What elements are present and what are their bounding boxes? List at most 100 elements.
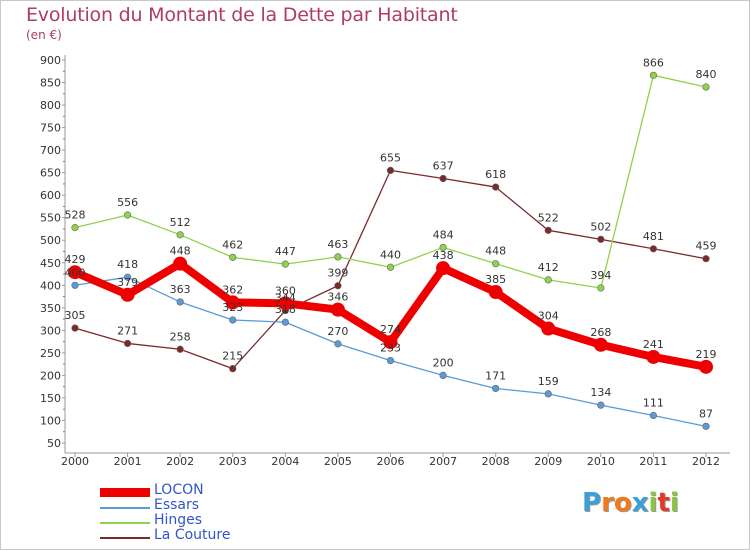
x-tick-label: 2008 <box>482 455 510 468</box>
data-point <box>334 282 342 290</box>
data-label: 502 <box>590 220 611 233</box>
y-tick-label: 250 <box>40 347 61 360</box>
x-tick-label: 2001 <box>114 455 142 468</box>
data-point <box>646 349 661 364</box>
logo-letter: r <box>601 488 614 518</box>
data-point <box>330 302 345 317</box>
data-point <box>597 284 605 292</box>
data-point <box>597 401 605 409</box>
legend-label-essars: Essars <box>154 497 200 513</box>
proxiti-logo: Proxiti <box>582 488 679 518</box>
y-tick-label: 550 <box>40 212 61 225</box>
data-point <box>597 235 605 243</box>
data-point <box>278 296 293 311</box>
data-label: 258 <box>170 330 191 343</box>
data-point <box>439 243 447 252</box>
legend-swatch-hinges <box>100 522 150 524</box>
y-tick-label: 150 <box>40 392 61 405</box>
data-label: 637 <box>433 160 454 173</box>
data-label: 362 <box>222 283 243 296</box>
data-label: 241 <box>643 338 664 351</box>
chart-unit-label: (en €) <box>26 28 62 42</box>
data-label: 512 <box>170 216 191 229</box>
data-label: 866 <box>643 56 664 69</box>
y-tick-label: 300 <box>40 324 61 337</box>
data-point <box>492 260 500 268</box>
data-point <box>439 174 447 183</box>
data-point <box>281 318 289 326</box>
data-point <box>492 183 500 191</box>
data-point <box>702 422 710 430</box>
data-point <box>436 261 451 276</box>
data-point <box>439 371 447 380</box>
data-label: 200 <box>433 356 454 369</box>
legend-swatch-locon <box>100 488 150 497</box>
data-point <box>229 253 237 261</box>
data-label: 400 <box>65 266 86 279</box>
data-label: 111 <box>643 397 664 410</box>
y-tick-label: 650 <box>40 167 61 180</box>
data-label: 412 <box>538 261 559 274</box>
data-label: 399 <box>327 267 348 280</box>
data-label: 87 <box>699 407 713 420</box>
data-point <box>488 285 503 300</box>
x-tick-label: 2003 <box>219 455 247 468</box>
data-label: 305 <box>65 309 86 322</box>
x-tick-label: 2002 <box>166 455 194 468</box>
data-point <box>229 365 237 373</box>
x-tick-label: 2011 <box>639 455 667 468</box>
y-tick-label: 200 <box>40 369 61 382</box>
data-point <box>176 231 184 239</box>
y-tick-label: 100 <box>40 414 61 427</box>
data-label: 344 <box>275 292 296 305</box>
data-point <box>544 226 552 234</box>
data-label: 268 <box>590 326 611 339</box>
data-point <box>386 263 395 271</box>
data-label: 394 <box>590 269 611 282</box>
y-tick-label: 900 <box>40 54 61 67</box>
data-label: 271 <box>117 324 138 337</box>
chart-title: Evolution du Montant de la Dette par Hab… <box>26 4 458 26</box>
data-point <box>123 211 132 219</box>
data-label: 655 <box>380 151 401 164</box>
data-label: 447 <box>275 245 296 258</box>
legend-label-hinges: Hinges <box>154 512 203 528</box>
data-label: 463 <box>327 238 348 251</box>
y-tick-label: 450 <box>40 257 61 270</box>
data-point <box>71 224 79 232</box>
data-point <box>176 298 184 306</box>
data-point <box>649 71 658 79</box>
x-tick-label: 2000 <box>61 455 89 468</box>
y-tick-label: 400 <box>40 279 61 292</box>
data-label: 484 <box>433 228 454 241</box>
data-label: 159 <box>538 375 559 388</box>
data-label: 528 <box>65 209 86 222</box>
logo-letter: i <box>669 488 679 518</box>
x-tick-label: 2006 <box>377 455 405 468</box>
data-point <box>492 384 500 393</box>
data-point <box>68 265 82 280</box>
data-point <box>173 256 188 271</box>
x-tick-label: 2004 <box>271 455 299 468</box>
data-point <box>176 345 184 353</box>
data-label: 346 <box>327 291 348 304</box>
data-label: 171 <box>485 369 506 382</box>
y-tick-label: 850 <box>40 77 61 90</box>
data-point <box>541 321 556 336</box>
data-point <box>123 273 132 281</box>
legend-swatch-la-couture <box>100 537 150 539</box>
data-label: 429 <box>65 253 86 266</box>
data-point <box>702 83 710 91</box>
data-label: 448 <box>485 245 506 258</box>
data-label: 459 <box>696 240 717 253</box>
data-point <box>649 245 658 253</box>
logo-letter: i <box>648 488 658 518</box>
legend-label-locon: LOCON <box>154 482 204 498</box>
data-label: 440 <box>380 248 401 261</box>
data-label: 418 <box>117 258 138 271</box>
data-point <box>71 281 79 289</box>
x-tick-label: 2010 <box>587 455 615 468</box>
y-tick-label: 700 <box>40 144 61 157</box>
data-point <box>544 390 552 398</box>
